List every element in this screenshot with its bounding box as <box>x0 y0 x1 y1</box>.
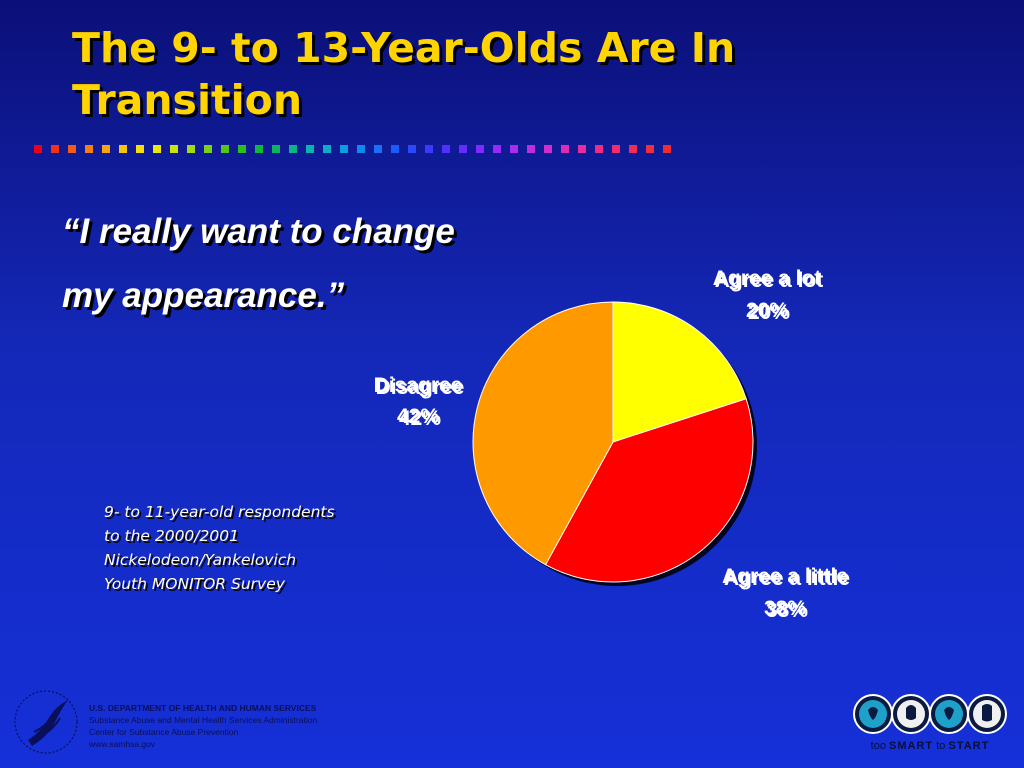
note-line: 9- to 11-year-old respondents <box>104 503 335 521</box>
footer-agency: U.S. DEPARTMENT OF HEALTH AND HUMAN SERV… <box>89 702 409 750</box>
divider-square <box>595 145 603 153</box>
footer-url[interactable]: www.samhsa.gov <box>89 739 156 749</box>
divider-square <box>238 145 246 153</box>
slide-title: The 9- to 13-Year-Olds Are In Transition <box>72 24 736 124</box>
slice-label-shadow: 42% <box>399 407 441 430</box>
slice-label: Disagree <box>374 374 463 397</box>
divider-square <box>527 145 535 153</box>
logo-smart: SMART <box>889 740 934 752</box>
note-line: Youth MONITOR Survey <box>104 575 285 593</box>
too-smart-to-start-logo-icon <box>853 694 1007 734</box>
divider-square <box>663 145 671 153</box>
slice-label-shadow: Disagree <box>376 376 465 399</box>
divider-square <box>289 145 297 153</box>
divider-square <box>408 145 416 153</box>
divider-square <box>544 145 552 153</box>
divider-square <box>476 145 484 153</box>
slice-label-shadow: 38% <box>766 599 808 622</box>
pie-slice-disagree <box>472 301 614 566</box>
logo-start: START <box>948 740 990 752</box>
footer-line: Center for Substance Abuse Prevention <box>89 727 239 737</box>
logo-to: to <box>936 740 946 752</box>
slice-value-label: 38% <box>764 597 806 620</box>
logo-text: too SMART to START <box>852 740 1008 752</box>
survey-note: 9- to 11-year-old respondents to the 200… <box>104 500 384 596</box>
slice-label-shadow: Agree a lot <box>715 269 824 292</box>
pie-slice-agree-a-little <box>544 398 754 583</box>
divider-square <box>340 145 348 153</box>
quote-line-1: “I really want to change <box>62 212 455 251</box>
pie-slice-agree-a-lot <box>612 301 747 443</box>
divider-square <box>187 145 195 153</box>
divider-square <box>374 145 382 153</box>
divider-square <box>323 145 331 153</box>
divider-square <box>272 145 280 153</box>
divider-square <box>510 145 518 153</box>
logo-too: too <box>870 740 886 752</box>
slice-label: Agree a little <box>722 565 848 588</box>
divider-square <box>357 145 365 153</box>
divider-square <box>561 145 569 153</box>
divider-square <box>221 145 229 153</box>
quote: “I really want to change my appearance.” <box>62 200 532 328</box>
divider-square <box>204 145 212 153</box>
slice-value-label: 20% <box>746 299 788 322</box>
divider-square <box>68 145 76 153</box>
slice-label: Agree a lot <box>713 267 822 290</box>
hhs-seal-icon <box>14 690 78 754</box>
divider-square <box>255 145 263 153</box>
footer-dept: U.S. DEPARTMENT OF HEALTH AND HUMAN SERV… <box>89 703 317 713</box>
divider-square <box>459 145 467 153</box>
divider-square <box>578 145 586 153</box>
divider-square <box>493 145 501 153</box>
divider-square <box>136 145 144 153</box>
note-line: to the 2000/2001 <box>104 527 239 545</box>
divider-square <box>629 145 637 153</box>
slice-label-shadow: 20% <box>748 301 790 324</box>
divider-square <box>612 145 620 153</box>
divider-square <box>425 145 433 153</box>
divider-square <box>306 145 314 153</box>
divider-square <box>391 145 399 153</box>
divider-square <box>34 145 42 153</box>
slice-label-shadow: Agree a little <box>724 567 850 590</box>
note-line: Nickelodeon/Yankelovich <box>104 551 297 569</box>
divider-square <box>170 145 178 153</box>
divider-square <box>646 145 654 153</box>
divider-square <box>85 145 93 153</box>
divider-square <box>153 145 161 153</box>
footer-line: Substance Abuse and Mental Health Servic… <box>89 715 318 725</box>
slice-value-label: 42% <box>397 405 439 428</box>
quote-line-2: my appearance.” <box>62 276 345 315</box>
divider-square <box>442 145 450 153</box>
divider-square <box>51 145 59 153</box>
divider-square <box>119 145 127 153</box>
divider-square <box>102 145 110 153</box>
rainbow-divider <box>34 145 1004 153</box>
